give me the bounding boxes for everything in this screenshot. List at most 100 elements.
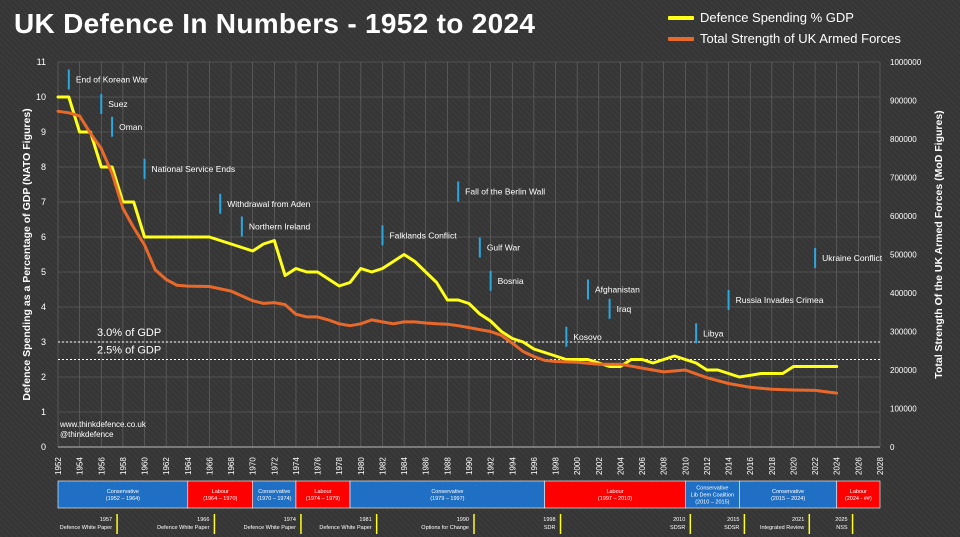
y2-tick-label: 300000 xyxy=(890,328,917,337)
x-tick-label: 1990 xyxy=(465,457,474,475)
y-tick-label: 1 xyxy=(41,407,46,417)
government-label: Labour xyxy=(212,489,229,495)
government-label: (1997 – 2010) xyxy=(598,496,632,502)
event-label: Gulf War xyxy=(487,243,520,253)
series-line-forces xyxy=(56,109,839,395)
x-tick-label: 2020 xyxy=(789,457,798,475)
government-label: (1979 – 1997) xyxy=(430,496,464,502)
review-label: Defence White Paper xyxy=(244,525,296,531)
x-tick-label: 1998 xyxy=(552,457,561,475)
event-label: Ukraine Conflict xyxy=(822,253,883,263)
x-tick-label: 1978 xyxy=(335,457,344,475)
y2-tick-label: 0 xyxy=(890,443,895,452)
y2-tick-label: 700000 xyxy=(890,174,917,183)
event-label: Bosnia xyxy=(498,276,524,286)
x-tick-label: 1970 xyxy=(249,457,258,475)
review-label: Defence White Paper xyxy=(157,525,209,531)
y2-tick-label: 1000000 xyxy=(890,58,922,67)
x-tick-label: 2000 xyxy=(573,457,582,475)
x-tick-label: 1972 xyxy=(270,457,279,475)
event-label: Libya xyxy=(703,328,724,338)
y-tick-label: 2 xyxy=(41,372,46,382)
legend-item-forces: Total Strength of UK Armed Forces xyxy=(668,31,901,46)
x-tick-label: 2022 xyxy=(811,457,820,475)
series-line-gdp xyxy=(56,95,839,379)
y-tick-label: 5 xyxy=(41,267,46,277)
government-label: Labour xyxy=(314,489,331,495)
legend-label-gdp: Defence Spending % GDP xyxy=(700,10,854,25)
x-tick-label: 2016 xyxy=(746,457,755,475)
event-label: Suez xyxy=(108,99,127,109)
government-label: Labour xyxy=(606,489,623,495)
government-bar xyxy=(685,480,740,509)
y-tick-label: 8 xyxy=(41,162,46,172)
government-bar xyxy=(836,480,881,509)
reference-line-label: 3.0% of GDP xyxy=(97,327,161,339)
government-label: (2015 – 2024) xyxy=(771,496,805,502)
y-tick-label: 4 xyxy=(41,302,46,312)
reference-line-label: 2.5% of GDP xyxy=(97,345,161,357)
event-label: Falklands Conflict xyxy=(389,230,457,240)
review-year: 1957 xyxy=(100,517,112,523)
x-tick-label: 1956 xyxy=(97,457,106,475)
government-bar xyxy=(57,480,189,509)
government-label: Conservative xyxy=(431,489,463,495)
x-tick-label: 1984 xyxy=(400,457,409,475)
x-tick-label: 2008 xyxy=(660,457,669,475)
x-tick-label: 1968 xyxy=(227,457,236,475)
event-label: Withdrawal from Aden xyxy=(227,199,310,209)
review-label: Defence White Paper xyxy=(319,525,371,531)
government-bar xyxy=(739,480,838,509)
legend-swatch-gdp xyxy=(668,15,694,20)
review-label: NSS xyxy=(836,525,848,531)
credit-website: www.thinkdefence.co.uk xyxy=(60,420,146,429)
legend-item-gdp: Defence Spending % GDP xyxy=(668,10,854,25)
y2-tick-label: 400000 xyxy=(890,289,917,298)
x-tick-label: 2024 xyxy=(833,457,842,475)
x-tick-label: 1976 xyxy=(314,457,323,475)
x-tick-label: 2006 xyxy=(638,457,647,475)
x-tick-label: 1988 xyxy=(443,457,452,475)
y2-tick-label: 900000 xyxy=(890,97,917,106)
event-label: Russia Invades Crimea xyxy=(736,295,824,305)
y-tick-label: 6 xyxy=(41,232,46,242)
x-tick-label: 1994 xyxy=(508,457,517,475)
government-label: Lib Dem Coalition xyxy=(691,493,734,499)
x-tick-label: 1986 xyxy=(422,457,431,475)
x-tick-label: 1974 xyxy=(292,457,301,475)
review-year: 1966 xyxy=(197,517,209,523)
x-tick-label: 1982 xyxy=(378,457,387,475)
government-label: Conservative xyxy=(258,489,290,495)
y-axis-label: Defence Spending as a Percentage of GDP … xyxy=(21,108,33,400)
review-year: 2025 xyxy=(835,517,847,523)
y2-tick-label: 500000 xyxy=(890,251,917,260)
x-tick-label: 2014 xyxy=(725,457,734,475)
review-label: SDSR xyxy=(670,525,685,531)
y-tick-label: 9 xyxy=(41,127,46,137)
review-year: 2021 xyxy=(792,517,804,523)
x-tick-label: 2012 xyxy=(703,457,712,475)
x-tick-label: 1966 xyxy=(205,457,214,475)
x-tick-label: 1980 xyxy=(357,457,366,475)
y-tick-label: 10 xyxy=(36,92,46,102)
y-tick-label: 3 xyxy=(41,337,46,347)
x-tick-label: 1952 xyxy=(54,457,63,475)
government-label: (1952 – 1964) xyxy=(106,496,140,502)
x-tick-label: 1960 xyxy=(141,457,150,475)
y2-tick-label: 600000 xyxy=(890,212,917,221)
review-label: Integrated Review xyxy=(760,525,804,531)
event-label: End of Korean War xyxy=(76,75,148,85)
y2-tick-label: 200000 xyxy=(890,366,917,375)
event-label: Kosovo xyxy=(573,332,602,342)
government-label: Conservative xyxy=(696,486,728,492)
event-label: Northern Ireland xyxy=(249,222,311,232)
review-year: 1974 xyxy=(284,517,296,523)
credit-handle: @thinkdefence xyxy=(60,430,114,439)
event-label: Fall of the Berlin Wall xyxy=(465,187,545,197)
x-tick-label: 2028 xyxy=(876,457,885,475)
government-bar xyxy=(544,480,686,509)
legend-swatch-forces xyxy=(668,36,694,41)
review-year: 1990 xyxy=(457,517,469,523)
event-label: Afghanistan xyxy=(595,285,640,295)
